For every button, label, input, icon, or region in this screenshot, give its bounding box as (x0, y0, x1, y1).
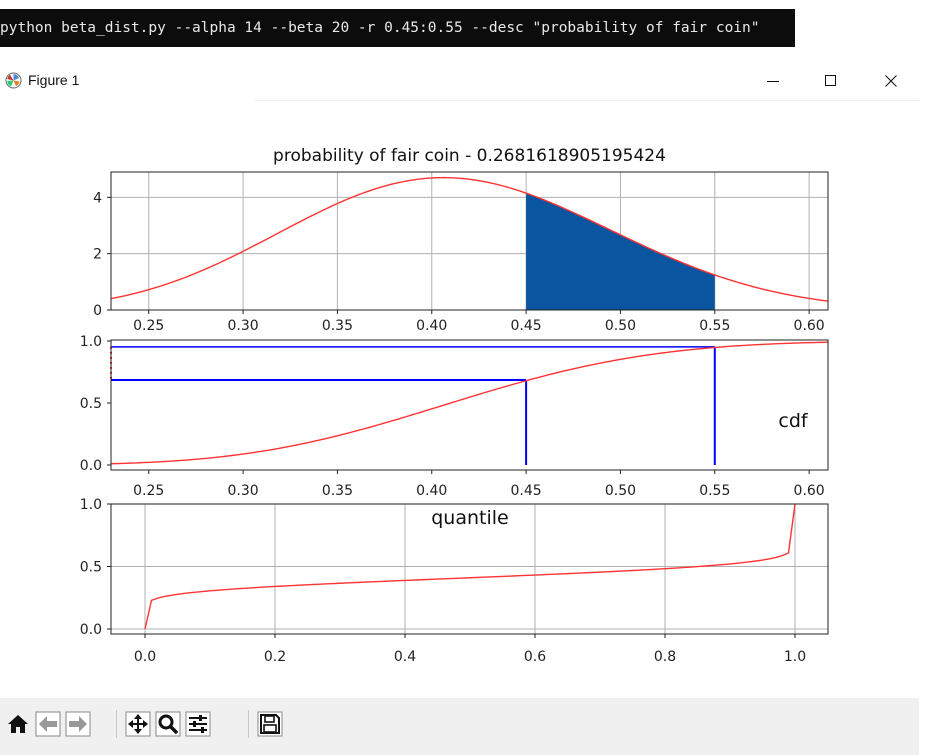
titlebar-divider (255, 100, 919, 101)
x-tick-label: 0.35 (322, 483, 353, 499)
y-tick-label: 4 (93, 190, 102, 206)
x-tick-label: 0.8 (654, 649, 676, 665)
save-icon (257, 711, 283, 737)
close-button[interactable] (868, 62, 914, 100)
window-titlebar: Figure 1 (0, 62, 929, 101)
figure-canvas[interactable]: probability of fair coin - 0.26816189051… (0, 100, 929, 698)
back-button[interactable] (34, 710, 62, 738)
arrow-right-icon (65, 711, 91, 737)
x-tick-label: 0.60 (794, 318, 825, 334)
move-icon (125, 711, 151, 737)
x-tick-label: 1.0 (784, 649, 806, 665)
pdf-curve (110, 176, 829, 302)
toolbar-separator (248, 710, 249, 738)
x-tick-label: 0.30 (227, 318, 258, 334)
x-tick-label: 0.50 (605, 318, 636, 334)
x-tick-label: 0.60 (794, 483, 825, 499)
y-tick-label: 1.0 (80, 497, 102, 513)
maximize-icon (825, 75, 836, 86)
x-tick-label: 0.35 (322, 318, 353, 334)
axes-frame (110, 503, 829, 635)
x-tick-label: 0.40 (416, 318, 447, 334)
sliders-icon (185, 711, 211, 737)
close-icon (885, 75, 897, 87)
quantile-label: quantile (431, 507, 508, 529)
figure-svg: probability of fair coin - 0.26816189051… (80, 146, 829, 665)
y-tick-label: 0.0 (80, 458, 102, 474)
x-tick-label: 0.45 (511, 318, 542, 334)
matplotlib-icon (5, 72, 22, 89)
y-tick-label: 0.5 (80, 560, 102, 576)
x-tick-label: 0.0 (134, 649, 156, 665)
home-button[interactable] (4, 710, 32, 738)
home-icon (8, 715, 28, 733)
toolbar-separator (116, 710, 117, 738)
quantile-curve (144, 503, 796, 630)
x-tick-label: 0.4 (394, 649, 416, 665)
window-title: Figure 1 (28, 72, 80, 88)
x-tick-label: 0.55 (699, 318, 730, 334)
y-tick-label: 0.5 (80, 396, 102, 412)
cdf-label: cdf (778, 410, 809, 432)
navigation-toolbar (0, 698, 919, 755)
zoom-icon (155, 711, 181, 737)
zoom-button[interactable] (154, 710, 182, 738)
shaded-probability-area (526, 193, 715, 310)
x-tick-label: 0.40 (416, 483, 447, 499)
arrow-left-icon (35, 711, 61, 737)
x-tick-label: 0.6 (524, 649, 546, 665)
x-tick-label: 0.30 (227, 483, 258, 499)
configure-subplots-button[interactable] (184, 710, 212, 738)
x-tick-label: 0.55 (699, 483, 730, 499)
forward-button[interactable] (64, 710, 92, 738)
cdf-curve (110, 341, 829, 465)
minimize-icon (767, 81, 779, 82)
y-tick-label: 0 (93, 303, 102, 319)
terminal-command: python beta_dist.py --alpha 14 --beta 20… (0, 9, 795, 47)
minimize-button[interactable] (750, 62, 796, 100)
x-tick-label: 0.25 (133, 483, 164, 499)
maximize-button[interactable] (808, 62, 854, 100)
y-tick-label: 1.0 (80, 334, 102, 350)
axes-frame (110, 171, 829, 311)
pan-button[interactable] (124, 710, 152, 738)
y-tick-label: 0.0 (80, 622, 102, 638)
axes-frame (110, 339, 829, 471)
x-tick-label: 0.50 (605, 483, 636, 499)
chart-title: probability of fair coin - 0.26816189051… (273, 146, 666, 166)
x-tick-label: 0.45 (511, 483, 542, 499)
y-tick-label: 2 (93, 247, 102, 263)
save-button[interactable] (256, 710, 284, 738)
x-tick-label: 0.25 (133, 318, 164, 334)
x-tick-label: 0.2 (264, 649, 286, 665)
